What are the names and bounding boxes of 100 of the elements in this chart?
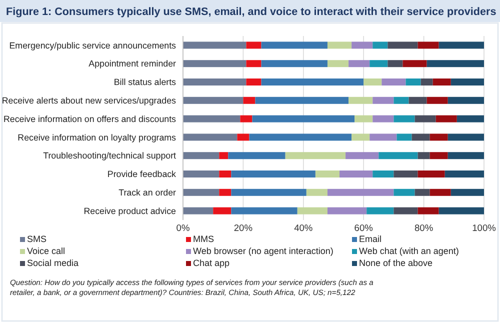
y-tick-label: Receive product advice [84,206,176,216]
bar [430,188,451,196]
bar [408,96,427,104]
bar [352,134,370,141]
bar [183,134,238,141]
bar [414,115,436,122]
bar [438,42,484,49]
legend-label: MMS [193,234,214,244]
bar [255,96,349,104]
bar [372,42,388,49]
bar [364,78,382,86]
bar [327,60,349,68]
bar [406,78,421,86]
bar [231,170,316,178]
y-tick-label: Appointment reminder [88,58,176,69]
y-tick-label: Track an order [118,188,176,198]
bar [370,134,397,141]
y-tick-label: Provide feedback [107,169,177,180]
y-tick-label: Receive information on offers and discounts [3,114,177,124]
bar [219,170,232,178]
bar [394,188,415,196]
bar [448,152,484,160]
bar [430,152,448,160]
legend-label: SMS [27,234,47,244]
bar [418,207,439,214]
bar [213,207,232,214]
bar [246,60,262,68]
bar [420,78,433,86]
bar [228,152,286,160]
y-tick-label: Emergency/public service announcements [9,40,177,50]
bar [382,78,406,86]
chart-title: Figure 1: Consumers typically use SMS, email, and voice to interact with their service providers [6,6,496,18]
x-tick-label: 80% [414,223,434,233]
bar [394,170,418,178]
bar [372,170,394,178]
bar [183,42,246,49]
x-tick-label: 20% [234,223,253,233]
bar [456,115,484,122]
bar [231,188,306,196]
x-tick-label: 60% [354,223,373,233]
x-tick-label: 100% [472,223,496,233]
bar [366,207,394,214]
bar [252,115,355,122]
bar [426,60,484,68]
bar [394,115,415,122]
bar [348,60,370,68]
bar [418,42,439,49]
bar [246,78,262,86]
bar [448,134,484,141]
bar [348,96,373,104]
bar [327,188,394,196]
bar [240,115,252,122]
bar [183,170,220,178]
bar [306,188,328,196]
bar [430,134,448,141]
bar [412,134,430,141]
bar [418,152,430,160]
bar [183,96,244,104]
bar [249,134,352,141]
bar [426,96,448,104]
x-tick-label: 40% [294,223,313,233]
bar [372,115,394,122]
bar [183,115,240,122]
bar [450,188,484,196]
bar [327,207,367,214]
bar [246,42,262,49]
legend-label: Web browser (no agent interaction) [193,246,334,256]
bar [183,207,214,214]
bar [414,188,430,196]
bar [370,60,388,68]
bar [388,60,403,68]
bar [261,78,364,86]
bar [352,42,373,49]
bar [315,170,340,178]
y-tick-label: Receive alerts about new services/upgrades [2,96,177,106]
y-tick-label: Bill status alerts [114,77,177,88]
bar [183,60,246,68]
bar [448,96,484,104]
legend-label: Social media [27,258,79,268]
legend-label: Email [359,234,382,244]
bar [261,42,328,49]
bar [219,188,232,196]
bar [432,78,451,86]
y-tick-label: Receive information on loyalty programs [18,132,177,142]
bar [297,207,328,214]
bar [183,188,220,196]
bar [394,207,418,214]
bar [231,207,298,214]
bar [354,115,373,122]
bar [237,134,250,141]
x-tick-label: 0% [176,223,190,233]
bar [183,78,246,86]
legend-label: Chat app [193,258,230,268]
bar [327,42,352,49]
bar [402,60,427,68]
bar [450,78,484,86]
bar [378,152,418,160]
bar [219,152,228,160]
bar [438,207,484,214]
bar [243,96,256,104]
